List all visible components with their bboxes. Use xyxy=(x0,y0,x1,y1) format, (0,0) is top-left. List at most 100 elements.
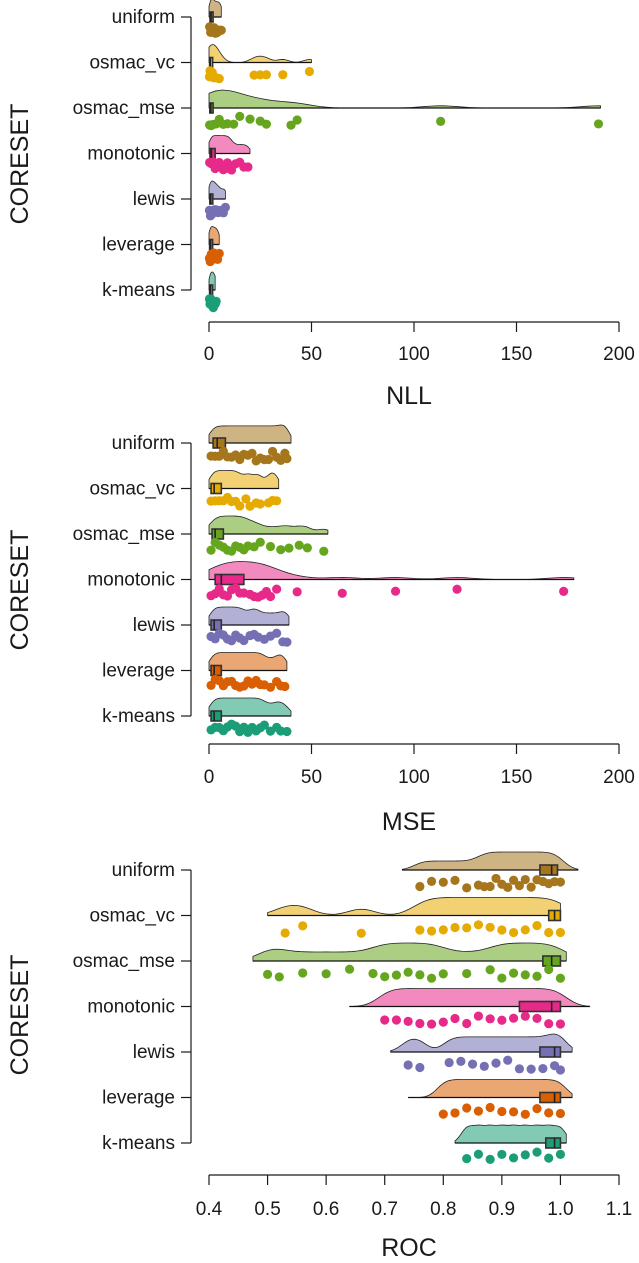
data-point xyxy=(555,1019,566,1029)
data-point xyxy=(450,1108,460,1118)
data-point xyxy=(473,1011,484,1021)
x-tick-label: 0.4 xyxy=(196,1199,223,1220)
data-point xyxy=(206,545,216,555)
box xyxy=(210,619,223,631)
data-point xyxy=(263,454,274,465)
data-point xyxy=(261,70,271,80)
y-tick-label: osmac_mse xyxy=(73,98,175,119)
data-point xyxy=(473,1149,484,1159)
data-point xyxy=(462,968,472,979)
box xyxy=(518,1000,562,1013)
x-tick-label: 0 xyxy=(204,344,215,365)
box xyxy=(211,528,225,540)
series-monotonic xyxy=(349,988,591,1029)
series-leverage xyxy=(204,226,224,267)
data-point xyxy=(508,927,519,938)
series-osmac_mse xyxy=(205,89,604,131)
data-point xyxy=(538,1063,548,1074)
y-tick-label: k-means xyxy=(102,280,175,301)
data-point xyxy=(508,1013,519,1023)
data-point xyxy=(462,1154,472,1164)
data-point xyxy=(444,1057,454,1068)
box xyxy=(210,482,223,495)
data-point xyxy=(216,25,226,35)
density-cloud xyxy=(208,89,601,109)
series-uniform xyxy=(205,0,226,38)
data-point xyxy=(280,681,290,692)
data-point xyxy=(426,973,437,983)
series-monotonic xyxy=(206,561,575,602)
data-point xyxy=(555,973,566,983)
data-point xyxy=(211,296,221,306)
x-tick-label: 200 xyxy=(603,767,635,788)
data-point xyxy=(456,1056,466,1066)
data-point xyxy=(479,1061,489,1071)
data-point xyxy=(272,628,282,638)
data-point xyxy=(292,587,302,597)
data-point xyxy=(235,501,245,511)
series-leverage xyxy=(206,652,290,692)
density-cloud xyxy=(208,515,329,535)
box xyxy=(210,664,223,677)
y-tick-label: monotonic xyxy=(87,570,175,591)
data-point xyxy=(497,1149,507,1160)
data-point xyxy=(438,1017,448,1027)
data-point xyxy=(220,202,230,212)
series-osmac_vc xyxy=(206,470,282,511)
x-tick-label: 100 xyxy=(398,767,430,788)
data-point xyxy=(241,494,251,504)
data-point xyxy=(438,1109,448,1119)
data-point xyxy=(520,874,530,885)
data-point xyxy=(497,1106,507,1117)
y-tick-label: monotonic xyxy=(87,144,175,165)
data-point xyxy=(544,927,554,938)
y-tick-label: leverage xyxy=(102,1088,175,1109)
data-point xyxy=(282,637,292,647)
data-point xyxy=(544,964,554,975)
y-tick-label: uniform xyxy=(112,7,175,28)
data-point xyxy=(438,877,448,887)
series-monotonic xyxy=(205,135,253,175)
data-point xyxy=(450,922,460,933)
data-point xyxy=(243,162,253,172)
data-point xyxy=(265,541,276,552)
data-point xyxy=(508,1107,519,1117)
data-point xyxy=(544,1019,554,1029)
series-osmac_mse xyxy=(252,942,567,983)
y-axis-title: CORESET xyxy=(6,104,34,225)
series-lewis xyxy=(204,180,230,221)
data-point xyxy=(239,635,249,646)
data-point xyxy=(520,1109,530,1119)
density-cloud xyxy=(208,561,575,580)
data-point xyxy=(415,1062,425,1073)
y-tick-label: osmac_vc xyxy=(89,479,175,500)
y-tick-label: osmac_vc xyxy=(89,53,175,74)
x-axis-title: ROC xyxy=(381,1234,437,1262)
data-point xyxy=(255,499,265,509)
series-uniform xyxy=(206,424,292,466)
data-point xyxy=(262,969,273,979)
data-point xyxy=(426,926,437,936)
data-point xyxy=(485,1154,495,1165)
series-k-means xyxy=(454,1124,567,1165)
data-point xyxy=(276,545,286,555)
data-point xyxy=(380,972,390,982)
density-cloud xyxy=(454,1124,567,1144)
data-point xyxy=(526,1064,536,1074)
data-point xyxy=(520,1011,530,1021)
x-tick-label: 150 xyxy=(501,344,533,365)
density-cloud xyxy=(208,424,292,444)
density-cloud xyxy=(208,697,292,717)
box xyxy=(539,864,559,876)
data-point xyxy=(508,968,519,978)
data-point xyxy=(292,115,302,125)
data-point xyxy=(259,720,269,730)
data-point xyxy=(344,964,355,974)
data-point xyxy=(272,584,282,594)
data-point xyxy=(485,1102,495,1113)
series-osmac_vc xyxy=(204,44,315,84)
data-point xyxy=(284,543,294,553)
density-cloud xyxy=(208,470,280,489)
y-tick-label: osmac_mse xyxy=(73,524,175,545)
